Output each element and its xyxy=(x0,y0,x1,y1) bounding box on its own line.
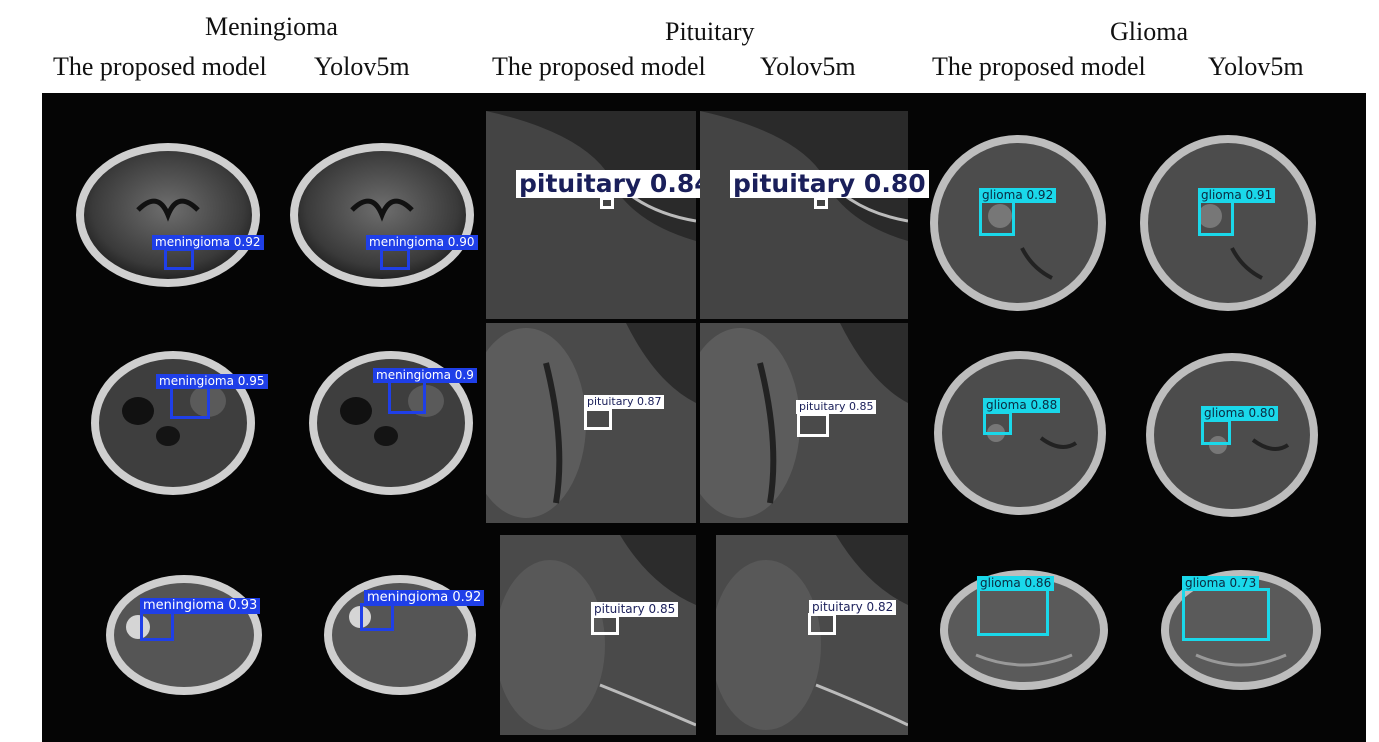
gli-r1-yolo-label: glioma 0.91 xyxy=(1198,188,1276,203)
pit-r3-yolo-box xyxy=(808,613,836,635)
gli-r1-proposed-image xyxy=(922,128,1114,318)
mri-scan-axial-high xyxy=(940,570,1108,690)
mri-scan-sagittal xyxy=(500,535,696,735)
men-r1-proposed-image xyxy=(68,135,268,305)
mri-scan-sagittal xyxy=(716,535,908,735)
gli-r3-proposed-box xyxy=(977,588,1049,636)
pit-r3-yolo-label: pituitary 0.82 xyxy=(809,600,897,615)
meningioma-yolo-header: Yolov5m xyxy=(314,52,410,81)
gli-r2-proposed-label: glioma 0.88 xyxy=(983,398,1061,413)
men-r2-yolo-image xyxy=(296,341,486,511)
pit-r1-yolo-label: pituitary 0.80 xyxy=(730,170,929,198)
gli-r1-proposed-box xyxy=(979,200,1015,236)
pit-r2-proposed-label: pituitary 0.87 xyxy=(584,395,665,409)
glioma-header: Glioma xyxy=(1110,17,1188,46)
men-r2-proposed-box xyxy=(170,385,210,419)
gli-r2-yolo-box xyxy=(1201,419,1231,445)
gli-r2-yolo-image xyxy=(1138,345,1326,525)
mri-scan-sagittal xyxy=(700,323,908,523)
mri-scan-axial xyxy=(76,143,260,287)
mri-scan-axial xyxy=(290,143,474,287)
pit-r2-proposed-image xyxy=(486,323,696,523)
pit-r3-yolo-image xyxy=(716,535,908,735)
gli-r3-proposed-label: glioma 0.86 xyxy=(977,576,1055,591)
pit-r1-proposed-label: pituitary 0.84 xyxy=(516,170,715,198)
pit-r1-proposed-image xyxy=(486,111,696,319)
gli-r2-proposed-image xyxy=(926,343,1114,523)
gli-r1-yolo-box xyxy=(1198,200,1234,236)
mri-scan-skull-base xyxy=(309,351,473,495)
gli-r3-yolo-box xyxy=(1182,588,1270,641)
mri-scan-sagittal xyxy=(700,111,908,319)
men-r3-proposed-box xyxy=(140,611,174,641)
pit-r2-yolo-box xyxy=(797,413,829,437)
mri-scan-axial xyxy=(930,135,1106,311)
men-r1-yolo-label: meningioma 0.90 xyxy=(366,235,478,250)
pit-r3-proposed-label: pituitary 0.85 xyxy=(591,602,679,617)
pit-r1-proposed-box xyxy=(600,197,614,209)
glioma-yolo-header: Yolov5m xyxy=(1208,52,1304,81)
men-r2-yolo-label: meningioma 0.9 xyxy=(373,368,477,383)
glioma-proposed-header: The proposed model xyxy=(932,52,1146,81)
gli-r1-yolo-image xyxy=(1132,128,1324,318)
men-r3-yolo-image xyxy=(320,567,480,702)
gli-r2-yolo-label: glioma 0.80 xyxy=(1201,406,1279,421)
pit-r3-proposed-box xyxy=(591,615,619,635)
gli-r3-proposed-image xyxy=(936,565,1112,695)
men-r3-proposed-image xyxy=(100,567,268,702)
men-r1-yolo-box xyxy=(380,248,410,270)
mri-scan-axial-high xyxy=(106,575,262,695)
men-r2-proposed-label: meningioma 0.95 xyxy=(156,374,268,389)
mri-scan-sagittal xyxy=(486,323,696,523)
mri-scan-axial xyxy=(1140,135,1316,311)
gli-r3-yolo-image xyxy=(1156,565,1326,695)
pit-r1-yolo-box xyxy=(814,197,828,209)
pituitary-header: Pituitary xyxy=(665,17,755,46)
pituitary-proposed-header: The proposed model xyxy=(492,52,706,81)
gli-r2-proposed-box xyxy=(983,411,1012,435)
pit-r2-yolo-label: pituitary 0.85 xyxy=(796,400,877,414)
pit-r1-yolo-image xyxy=(700,111,908,319)
pit-r2-proposed-box xyxy=(584,408,612,430)
pituitary-yolo-header: Yolov5m xyxy=(760,52,856,81)
mri-results-panel: meningioma 0.92 meningioma 0.90 meningio… xyxy=(42,93,1366,742)
men-r1-proposed-label: meningioma 0.92 xyxy=(152,235,264,250)
pit-r3-proposed-image xyxy=(500,535,696,735)
mri-scan-skull-base xyxy=(91,351,255,495)
men-r3-yolo-label: meningioma 0.92 xyxy=(364,590,485,606)
gli-r1-proposed-label: glioma 0.92 xyxy=(979,188,1057,203)
mri-scan-axial xyxy=(934,351,1106,515)
pit-r2-yolo-image xyxy=(700,323,908,523)
mri-scan-axial-high xyxy=(1161,570,1321,690)
men-r2-yolo-box xyxy=(388,380,426,414)
mri-scan-sagittal xyxy=(486,111,696,319)
men-r3-proposed-label: meningioma 0.93 xyxy=(140,598,261,614)
men-r3-yolo-box xyxy=(360,603,394,631)
mri-scan-axial xyxy=(1146,353,1318,517)
meningioma-proposed-header: The proposed model xyxy=(53,52,267,81)
gli-r3-yolo-label: glioma 0.73 xyxy=(1182,576,1260,591)
mri-scan-axial-high xyxy=(324,575,476,695)
men-r2-proposed-image xyxy=(78,341,268,511)
men-r1-yolo-image xyxy=(282,135,482,305)
men-r1-proposed-box xyxy=(164,248,194,270)
meningioma-header: Meningioma xyxy=(205,12,338,41)
